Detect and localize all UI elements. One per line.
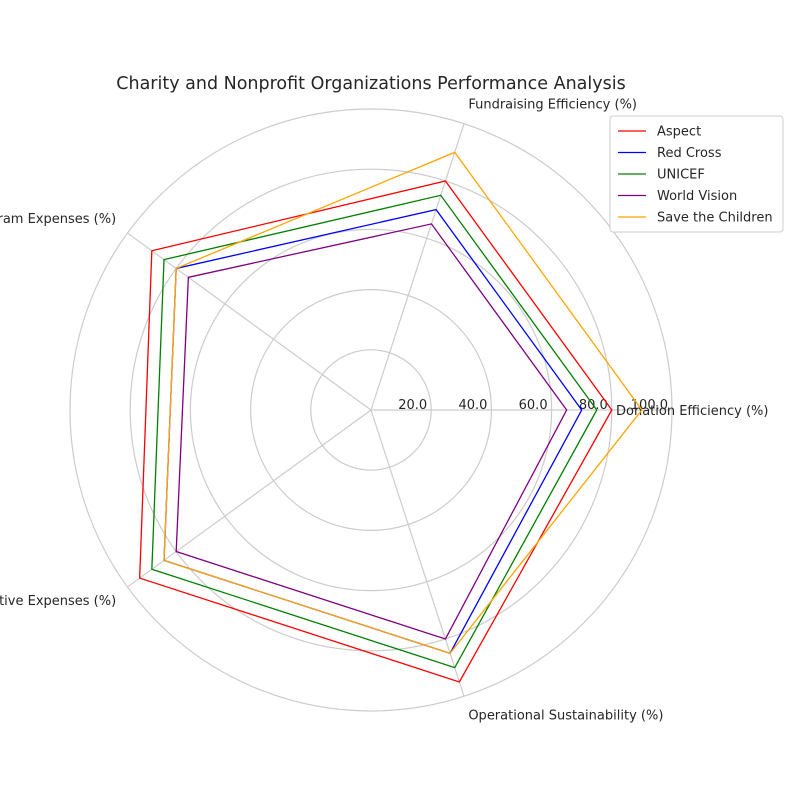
radial-tick-label: 60.0 xyxy=(519,398,548,413)
series-line-aspect xyxy=(138,180,613,683)
grid-spoke xyxy=(370,123,465,411)
grid-spoke xyxy=(127,232,372,411)
radial-tick-label: 100.0 xyxy=(631,398,668,413)
series-line-world-vision xyxy=(175,223,568,640)
legend-label: Red Cross xyxy=(657,146,722,161)
category-label: Administrative Expenses (%) xyxy=(0,594,116,609)
category-labels: Donation Efficiency (%) Fundraising Effic… xyxy=(0,97,768,723)
category-label: Fundraising Efficiency (%) xyxy=(468,97,637,112)
legend-label: Aspect xyxy=(657,125,701,140)
legend-label: Save the Children xyxy=(657,211,773,226)
chart-title: Charity and Nonprofit Organizations Perf… xyxy=(116,74,625,94)
legend-label: World Vision xyxy=(657,189,737,204)
radial-tick-label: 20.0 xyxy=(398,398,427,413)
series-line-red-cross xyxy=(163,208,583,655)
radial-tick-labels: 20.0 40.0 60.0 80.0 100.0 xyxy=(398,398,668,413)
category-label: Donation Efficiency (%) xyxy=(616,404,768,419)
series-line-save-the-children xyxy=(163,151,643,655)
series-line-unicef xyxy=(151,194,598,669)
category-label: Program Expenses (%) xyxy=(0,212,116,227)
radial-tick-label: 40.0 xyxy=(458,398,487,413)
legend-box xyxy=(609,115,784,233)
grid-spoke xyxy=(370,409,465,697)
category-label: Operational Sustainability (%) xyxy=(468,709,663,724)
series-lines xyxy=(138,151,643,683)
legend: Aspect Red Cross UNICEF World Vision Save th… xyxy=(609,115,784,233)
legend-label: UNICEF xyxy=(657,168,705,183)
grid-spoke xyxy=(127,409,372,588)
